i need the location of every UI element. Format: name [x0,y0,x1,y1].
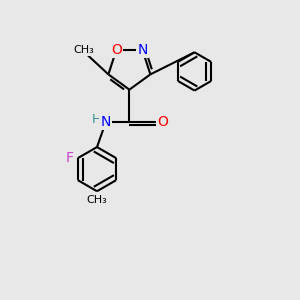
Text: O: O [157,115,168,129]
Text: F: F [66,151,74,165]
Text: N: N [137,43,148,57]
Text: CH₃: CH₃ [87,195,107,205]
Text: N: N [100,115,111,129]
Text: H: H [92,113,101,127]
Text: O: O [111,43,122,57]
Text: CH₃: CH₃ [73,45,94,55]
